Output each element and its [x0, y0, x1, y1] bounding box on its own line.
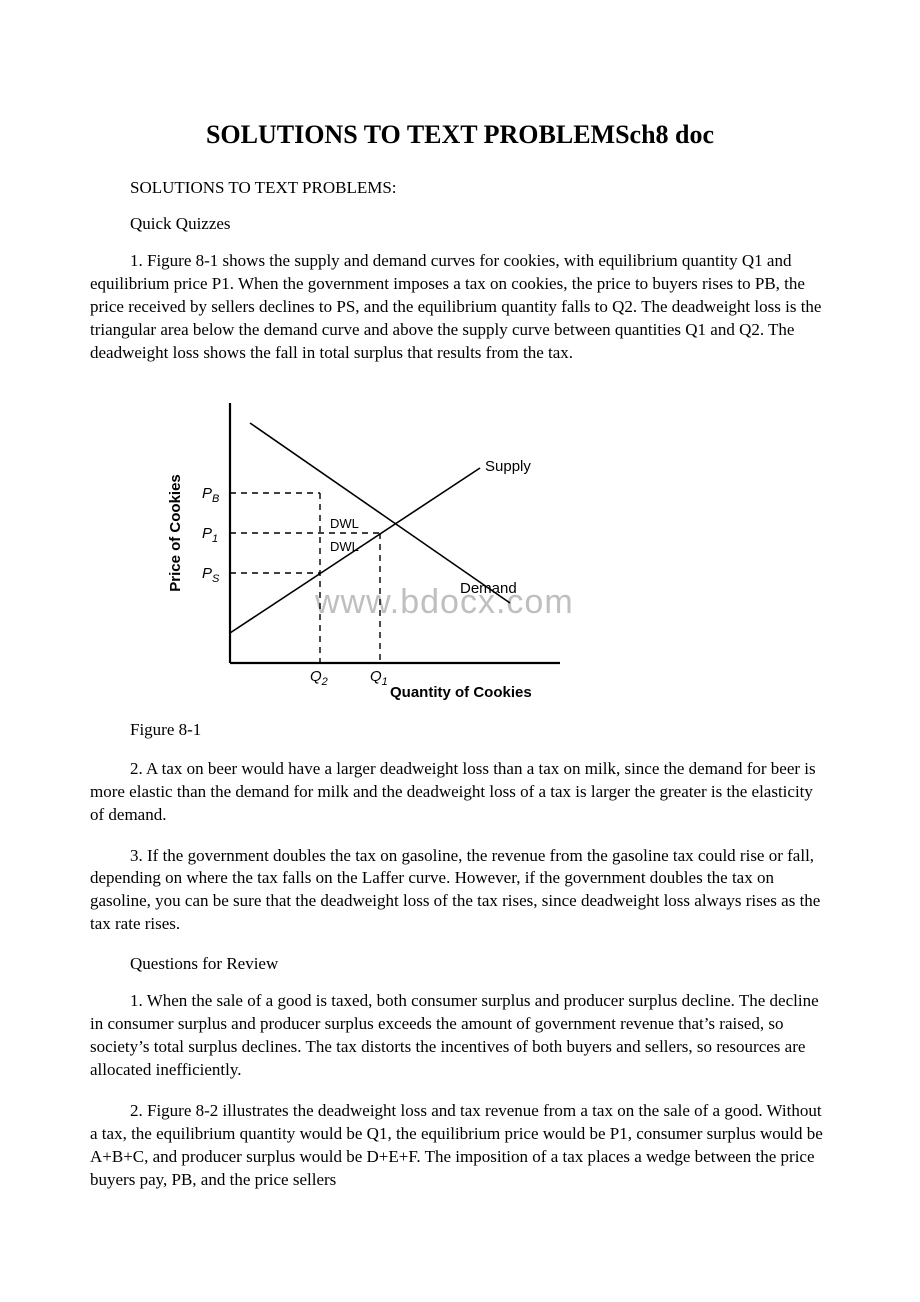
demand-curve [250, 423, 510, 603]
y-axis-label: Price of Cookies [167, 474, 184, 592]
figure-8-1: www.bdocx.com Supply Demand DWL DWL PB [160, 383, 830, 708]
page-title: SOLUTIONS TO TEXT PROBLEMSch8 doc [90, 120, 830, 150]
q1-tick: Q1 [370, 668, 388, 688]
pb-tick: PB [202, 485, 219, 505]
dwl-lower-label: DWL [330, 539, 359, 554]
quick-quiz-1: 1. Figure 8-1 shows the supply and deman… [90, 250, 830, 365]
p1-tick: P1 [202, 525, 218, 545]
review-question-2: 2. Figure 8-2 illustrates the deadweight… [90, 1100, 830, 1192]
supply-demand-chart: www.bdocx.com Supply Demand DWL DWL PB [160, 383, 600, 703]
dwl-upper-label: DWL [330, 516, 359, 531]
review-question-1: 1. When the sale of a good is taxed, bot… [90, 990, 830, 1082]
q2-tick: Q2 [310, 668, 328, 688]
watermark-text: www.bdocx.com [314, 583, 574, 621]
demand-label: Demand [460, 580, 517, 597]
supply-label: Supply [485, 458, 531, 475]
questions-for-review-heading: Questions for Review [130, 954, 830, 974]
ps-tick: PS [202, 565, 220, 585]
quick-quiz-2: 2. A tax on beer would have a larger dea… [90, 758, 830, 827]
solutions-header: SOLUTIONS TO TEXT PROBLEMS: [130, 178, 830, 198]
figure-caption: Figure 8-1 [130, 720, 830, 740]
quick-quiz-3: 3. If the government doubles the tax on … [90, 845, 830, 937]
quick-quizzes-heading: Quick Quizzes [130, 214, 830, 234]
x-axis-label: Quantity of Cookies [390, 684, 532, 701]
document-page: SOLUTIONS TO TEXT PROBLEMSch8 doc SOLUTI… [0, 0, 920, 1250]
